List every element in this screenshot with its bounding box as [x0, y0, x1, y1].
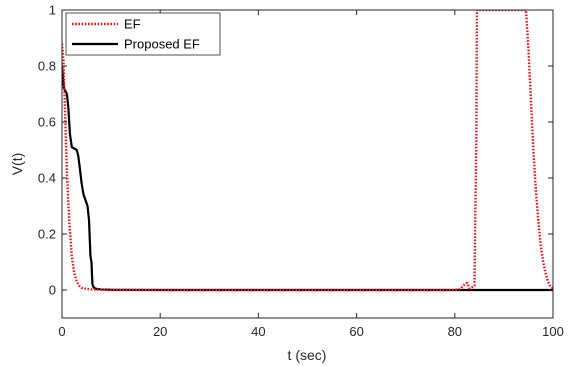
- y-axis-label: V(t): [9, 153, 25, 176]
- y-tick-label: 0.2: [38, 227, 56, 242]
- series-layer: [62, 10, 553, 292]
- y-tick-label: 0: [49, 283, 56, 298]
- x-axis-label: t (sec): [288, 347, 327, 363]
- legend: EF Proposed EF: [65, 12, 221, 56]
- x-tick-label: 40: [251, 324, 265, 339]
- plot-area: [62, 10, 553, 318]
- legend-label-ef: EF: [124, 17, 141, 32]
- legend-label-proposed-ef: Proposed EF: [124, 37, 200, 52]
- y-tick-label: 0.8: [38, 59, 56, 74]
- x-tick-label: 60: [349, 324, 363, 339]
- x-tick-label: 80: [448, 324, 462, 339]
- x-tick-label: 100: [542, 324, 564, 339]
- x-tick-label: 20: [153, 324, 167, 339]
- x-tick-label: 0: [58, 324, 65, 339]
- ticks-layer: 0 20 40 60 80 100 0 0.2 0.4 0.6 0.8 1: [38, 3, 564, 340]
- plot-frame: [61, 9, 554, 319]
- y-tick-label: 0.4: [38, 171, 56, 186]
- series-line-ef: [62, 10, 553, 292]
- y-tick-label: 0.6: [38, 115, 56, 130]
- legend-box: [65, 12, 221, 56]
- y-tick-label: 1: [49, 3, 56, 18]
